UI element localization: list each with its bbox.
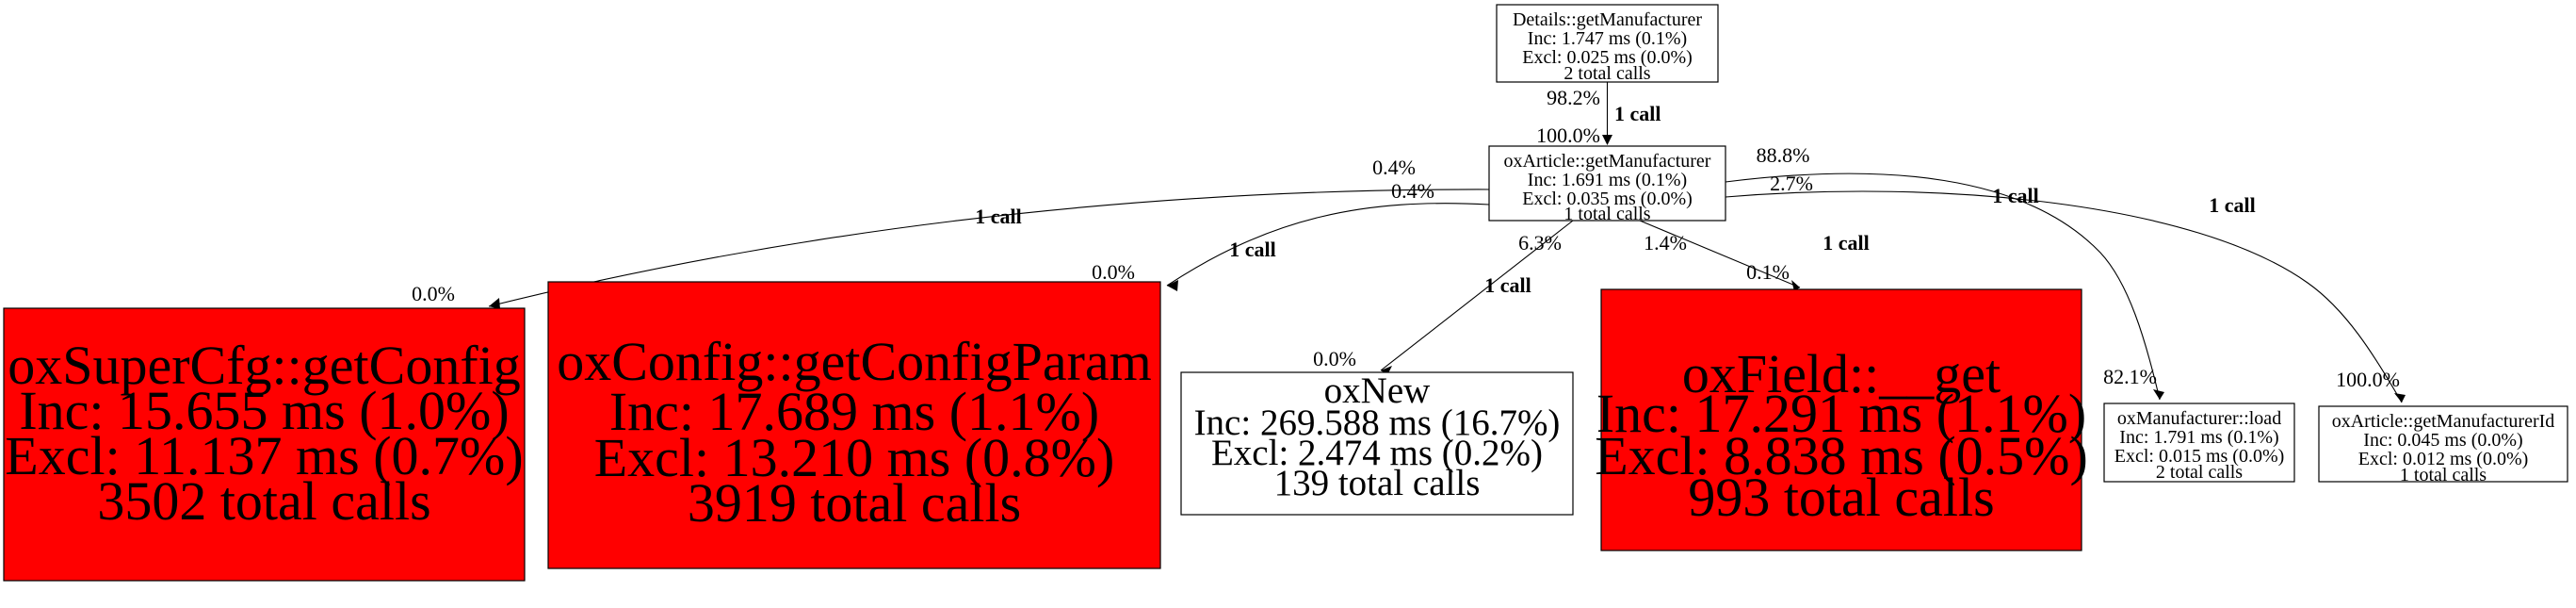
svg-text:Inc: 1.791 ms (0.1%): Inc: 1.791 ms (0.1%) xyxy=(2119,427,2278,448)
svg-text:0.0%: 0.0% xyxy=(1313,347,1356,370)
svg-text:2 total calls: 2 total calls xyxy=(2156,462,2243,483)
svg-text:0.4%: 0.4% xyxy=(1372,156,1416,179)
svg-text:1 call: 1 call xyxy=(1484,273,1531,297)
svg-text:1 call: 1 call xyxy=(975,205,1022,228)
svg-text:1 call: 1 call xyxy=(2209,193,2256,217)
svg-text:82.1%: 82.1% xyxy=(2103,365,2157,388)
svg-text:0.0%: 0.0% xyxy=(412,282,455,305)
svg-text:Inc: 1.747 ms (0.1%): Inc: 1.747 ms (0.1%) xyxy=(1528,28,1687,49)
svg-text:6.3%: 6.3% xyxy=(1518,231,1562,255)
svg-text:2 total calls: 2 total calls xyxy=(1563,63,1650,84)
svg-text:oxArticle::getManufacturer: oxArticle::getManufacturer xyxy=(1504,151,1711,172)
svg-text:3919 total calls: 3919 total calls xyxy=(688,472,1021,534)
svg-text:1 call: 1 call xyxy=(1823,231,1870,255)
svg-text:Details::getManufacturer: Details::getManufacturer xyxy=(1513,9,1702,30)
svg-text:oxManufacturer::load: oxManufacturer::load xyxy=(2117,408,2281,429)
svg-text:Inc: 1.691 ms (0.1%): Inc: 1.691 ms (0.1%) xyxy=(1528,170,1687,190)
svg-text:88.8%: 88.8% xyxy=(1757,143,1810,167)
svg-text:139 total calls: 139 total calls xyxy=(1274,463,1481,503)
svg-text:2.7%: 2.7% xyxy=(1770,172,1813,195)
svg-text:0.0%: 0.0% xyxy=(1092,260,1135,284)
svg-text:0.1%: 0.1% xyxy=(1746,260,1790,284)
svg-text:oxArticle::getManufacturerId: oxArticle::getManufacturerId xyxy=(2332,411,2555,432)
svg-text:100.0%: 100.0% xyxy=(2336,368,2400,391)
svg-text:993 total calls: 993 total calls xyxy=(1688,467,1994,528)
svg-text:1 call: 1 call xyxy=(1229,238,1276,261)
svg-text:1 call: 1 call xyxy=(1992,184,2039,207)
svg-text:100.0%: 100.0% xyxy=(1536,123,1600,147)
svg-text:1.4%: 1.4% xyxy=(1644,231,1687,255)
svg-text:1 total calls: 1 total calls xyxy=(1563,204,1650,224)
svg-text:1 call: 1 call xyxy=(1614,102,1661,125)
svg-text:1 total calls: 1 total calls xyxy=(2400,465,2487,485)
svg-text:0.4%: 0.4% xyxy=(1391,179,1434,203)
svg-text:3502 total calls: 3502 total calls xyxy=(97,470,430,532)
svg-text:Inc: 0.045 ms (0.0%): Inc: 0.045 ms (0.0%) xyxy=(2363,430,2522,451)
svg-text:98.2%: 98.2% xyxy=(1547,86,1600,109)
